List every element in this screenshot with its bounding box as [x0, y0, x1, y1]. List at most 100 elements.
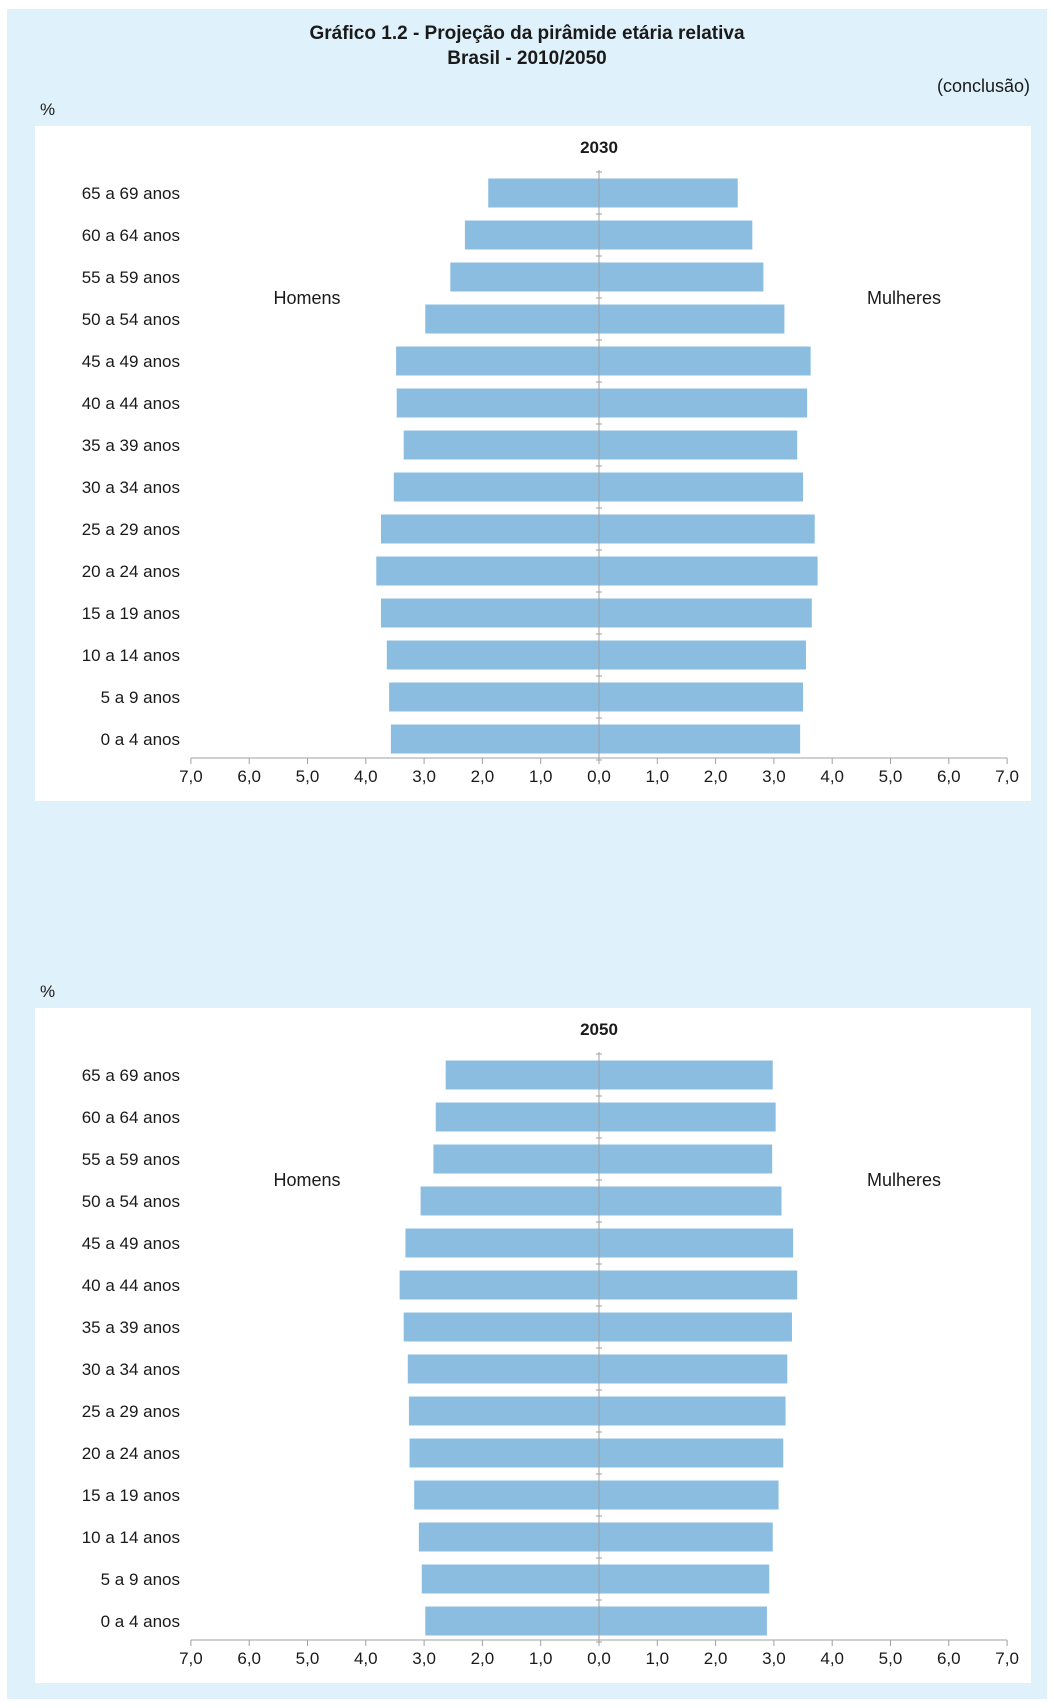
bar-mulheres — [599, 1396, 786, 1426]
category-label: 35 a 39 anos — [82, 436, 180, 455]
figure-subtitle: Brasil - 2010/2050 — [447, 48, 607, 69]
bar-mulheres — [599, 1606, 767, 1636]
category-label: 40 a 44 anos — [82, 1276, 180, 1295]
bar-homens — [386, 640, 599, 670]
x-tick-label: 1,0 — [645, 1649, 669, 1668]
category-label: 45 a 49 anos — [82, 1234, 180, 1253]
bar-homens — [380, 514, 599, 544]
category-label: 55 a 59 anos — [82, 1150, 180, 1169]
bar-homens — [389, 682, 599, 712]
unit-label-2030: % — [40, 100, 56, 119]
bar-homens — [403, 1312, 599, 1342]
bar-homens — [409, 1438, 599, 1468]
chart-title: 2050 — [580, 1020, 618, 1039]
right-group-label: Mulheres — [867, 1170, 941, 1190]
x-tick-label: 4,0 — [820, 1649, 844, 1668]
right-group-label: Mulheres — [867, 288, 941, 308]
x-tick-label: 2,0 — [704, 1649, 728, 1668]
category-label: 20 a 24 anos — [82, 1444, 180, 1463]
bar-homens — [488, 178, 599, 208]
category-label: 0 a 4 anos — [101, 730, 180, 749]
x-tick-label: 7,0 — [179, 767, 203, 786]
bar-mulheres — [599, 1354, 788, 1384]
chart-title: 2030 — [580, 138, 618, 157]
category-label: 45 a 49 anos — [82, 352, 180, 371]
category-label: 35 a 39 anos — [82, 1318, 180, 1337]
category-label: 30 a 34 anos — [82, 1360, 180, 1379]
x-tick-label: 5,0 — [879, 1649, 903, 1668]
category-label: 10 a 14 anos — [82, 646, 180, 665]
bar-homens — [396, 346, 599, 376]
category-label: 50 a 54 anos — [82, 1192, 180, 1211]
bar-homens — [414, 1480, 599, 1510]
bar-mulheres — [599, 1312, 792, 1342]
category-label: 5 a 9 anos — [101, 1570, 180, 1589]
category-label: 50 a 54 anos — [82, 310, 180, 329]
bar-homens — [464, 220, 599, 250]
bar-mulheres — [599, 262, 764, 292]
bar-homens — [420, 1186, 599, 1216]
bar-homens — [408, 1396, 599, 1426]
category-label: 30 a 34 anos — [82, 478, 180, 497]
x-tick-label: 0,0 — [587, 767, 611, 786]
bar-homens — [393, 472, 599, 502]
x-tick-label: 5,0 — [296, 767, 320, 786]
x-tick-label: 1,0 — [529, 767, 553, 786]
x-tick-label: 6,0 — [937, 767, 961, 786]
bar-mulheres — [599, 1228, 794, 1258]
bar-homens — [425, 1606, 599, 1636]
x-tick-label: 2,0 — [704, 767, 728, 786]
bar-mulheres — [599, 556, 818, 586]
left-group-label: Homens — [273, 288, 340, 308]
x-tick-label: 7,0 — [995, 767, 1019, 786]
category-label: 65 a 69 anos — [82, 184, 180, 203]
bar-mulheres — [599, 346, 811, 376]
bar-homens — [407, 1354, 599, 1384]
category-label: 60 a 64 anos — [82, 226, 180, 245]
figure-title: Gráfico 1.2 - Projeção da pirâmide etári… — [309, 23, 745, 44]
bar-mulheres — [599, 178, 738, 208]
bar-mulheres — [599, 514, 815, 544]
bar-mulheres — [599, 640, 806, 670]
x-tick-label: 7,0 — [179, 1649, 203, 1668]
x-tick-label: 3,0 — [762, 767, 786, 786]
category-label: 40 a 44 anos — [82, 394, 180, 413]
bar-homens — [380, 598, 599, 628]
figure-note: (conclusão) — [936, 76, 1030, 96]
x-tick-label: 6,0 — [237, 1649, 261, 1668]
bar-homens — [376, 556, 599, 586]
bar-mulheres — [599, 1102, 776, 1132]
bar-homens — [435, 1102, 599, 1132]
bar-mulheres — [599, 388, 808, 418]
category-label: 60 a 64 anos — [82, 1108, 180, 1127]
x-tick-label: 2,0 — [471, 767, 495, 786]
bar-homens — [450, 262, 599, 292]
x-tick-label: 3,0 — [412, 767, 436, 786]
bar-homens — [390, 724, 599, 754]
bar-mulheres — [599, 472, 804, 502]
left-group-label: Homens — [273, 1170, 340, 1190]
x-tick-label: 4,0 — [820, 767, 844, 786]
x-tick-label: 6,0 — [237, 767, 261, 786]
bar-mulheres — [599, 1060, 773, 1090]
bar-homens — [421, 1564, 599, 1594]
x-tick-label: 0,0 — [587, 1649, 611, 1668]
bar-homens — [433, 1144, 599, 1174]
bar-homens — [418, 1522, 599, 1552]
x-tick-label: 4,0 — [354, 1649, 378, 1668]
chart-panel-2050: 2050 Homens Mulheres 65 a 69 anos 60 a 64 an… — [35, 1008, 1031, 1683]
bar-homens — [405, 1228, 599, 1258]
bar-homens — [396, 388, 599, 418]
x-tick-label: 5,0 — [296, 1649, 320, 1668]
bar-mulheres — [599, 430, 798, 460]
bar-mulheres — [599, 724, 801, 754]
bar-homens — [399, 1270, 599, 1300]
bar-mulheres — [599, 1144, 773, 1174]
x-tick-label: 2,0 — [471, 1649, 495, 1668]
bar-mulheres — [599, 1522, 773, 1552]
x-tick-label: 1,0 — [645, 767, 669, 786]
bar-mulheres — [599, 682, 804, 712]
pyramid-chart-2050: 2050 Homens Mulheres 65 a 69 anos 60 a 64 an… — [82, 1020, 1019, 1668]
category-label: 5 a 9 anos — [101, 688, 180, 707]
category-label: 0 a 4 anos — [101, 1612, 180, 1631]
